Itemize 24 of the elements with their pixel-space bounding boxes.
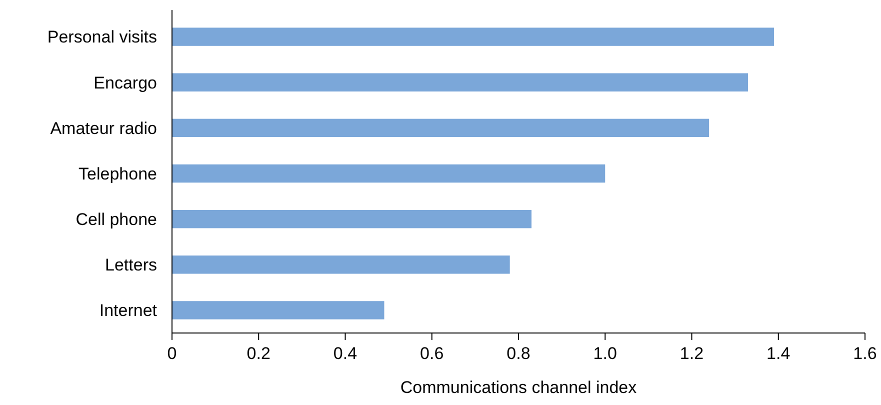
y-tick-label: Personal visits — [47, 28, 157, 47]
bar — [172, 118, 710, 138]
x-tick-label: 0.8 — [506, 344, 530, 363]
y-tick-label: Telephone — [78, 164, 157, 184]
y-tick-label: Amateur radio — [50, 118, 157, 138]
bar — [172, 301, 384, 320]
x-tick-label: 1.4 — [766, 344, 790, 363]
x-tick-label: 1.0 — [593, 344, 617, 363]
x-tick-label: 0.2 — [246, 344, 270, 363]
x-tick-label: 0.4 — [333, 344, 358, 363]
bar — [172, 256, 510, 274]
x-tick-label: 0 — [167, 344, 177, 363]
bar — [172, 28, 774, 46]
bar — [172, 73, 748, 92]
y-tick-label: Encargo — [94, 73, 157, 92]
bar — [172, 164, 606, 183]
bar — [172, 210, 532, 228]
x-tick-label: 0.6 — [420, 344, 444, 363]
y-tick-label: Letters — [105, 256, 157, 275]
x-axis-title: Communications channel index — [400, 378, 638, 397]
y-tick-label: Internet — [99, 301, 158, 320]
x-tick-label: 1.6 — [853, 344, 877, 363]
x-tick-label: 1.2 — [680, 344, 704, 363]
y-tick-label: Cell phone — [76, 210, 157, 230]
